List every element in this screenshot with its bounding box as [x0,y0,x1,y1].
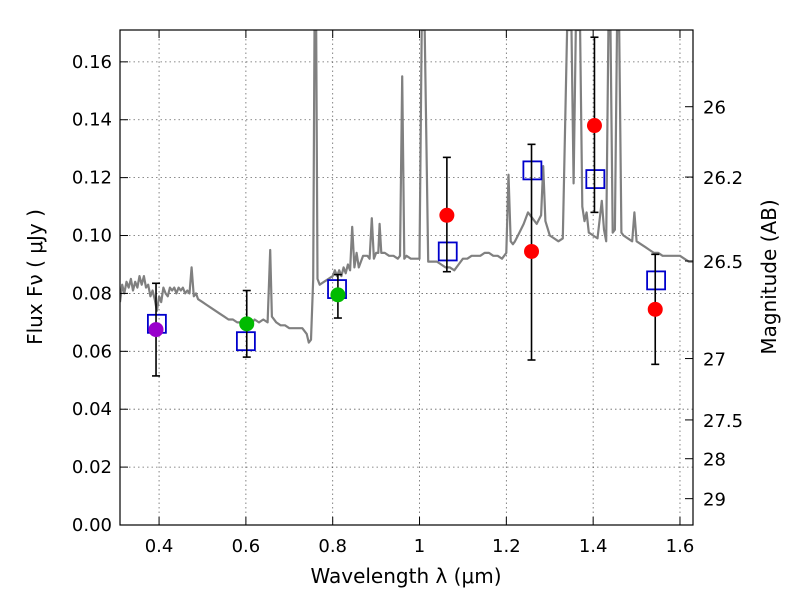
spectrum-line [120,30,693,344]
y-tick-label: 0.12 [72,168,112,189]
x-tick-label: 0.6 [232,536,261,557]
model-photometry-square [646,270,667,291]
x-tick-label: 1 [414,536,425,557]
model-photometry-square [235,331,256,352]
y-tick-label: 0.08 [72,283,112,304]
y-tick-label: 0.10 [72,226,112,247]
y-tick-label: 0.00 [72,515,112,536]
x-tick-label: 1.2 [492,536,521,557]
y2-tick-label: 26.5 [703,252,743,273]
model-photometry-square [437,241,458,262]
observed-photometry-point [330,287,346,303]
observed-photometry-point [524,243,540,259]
y-tick-label: 0.04 [72,399,112,420]
y2-tick-label: 26.2 [703,168,743,189]
x-tick-label: 1.4 [579,536,608,557]
x-tick-label: 0.8 [318,536,347,557]
y2-tick-label: 27.5 [703,411,743,432]
y2-tick-label: 29 [703,490,726,511]
y-tick-label: 0.14 [72,110,112,131]
x-tick-label: 0.4 [145,536,174,557]
y-axis-label: Flux Fν ( μJy ) [23,209,47,345]
y2-tick-label: 26 [703,98,726,119]
observed-photometry-markers [148,36,663,377]
y-tick-label: 0.06 [72,341,112,362]
observed-photometry-point [239,316,255,332]
plot-frame [119,29,694,526]
model-photometry-square [585,169,606,189]
y2-axis-label: Magnitude (AB) [757,199,781,354]
axis-ticks: 0.4 0.6 0.8 1 1.2 1.4 1.6 0.00 0.02 0.04 0.06 0.08 0… [72,30,743,557]
observed-photometry-point [148,322,164,338]
observed-photometry-point [647,301,663,317]
y-tick-label: 0.02 [72,457,112,478]
observed-photometry-point [586,118,602,134]
observed-photometry-point [439,207,455,223]
x-axis-label: Wavelength λ (μm) [310,564,501,588]
y2-tick-label: 28 [703,450,726,471]
model-photometry-square [522,160,543,181]
y2-tick-label: 27 [703,350,726,371]
y-tick-label: 0.16 [72,52,112,73]
model-photometry-markers [146,160,667,352]
x-tick-label: 1.6 [666,536,695,557]
